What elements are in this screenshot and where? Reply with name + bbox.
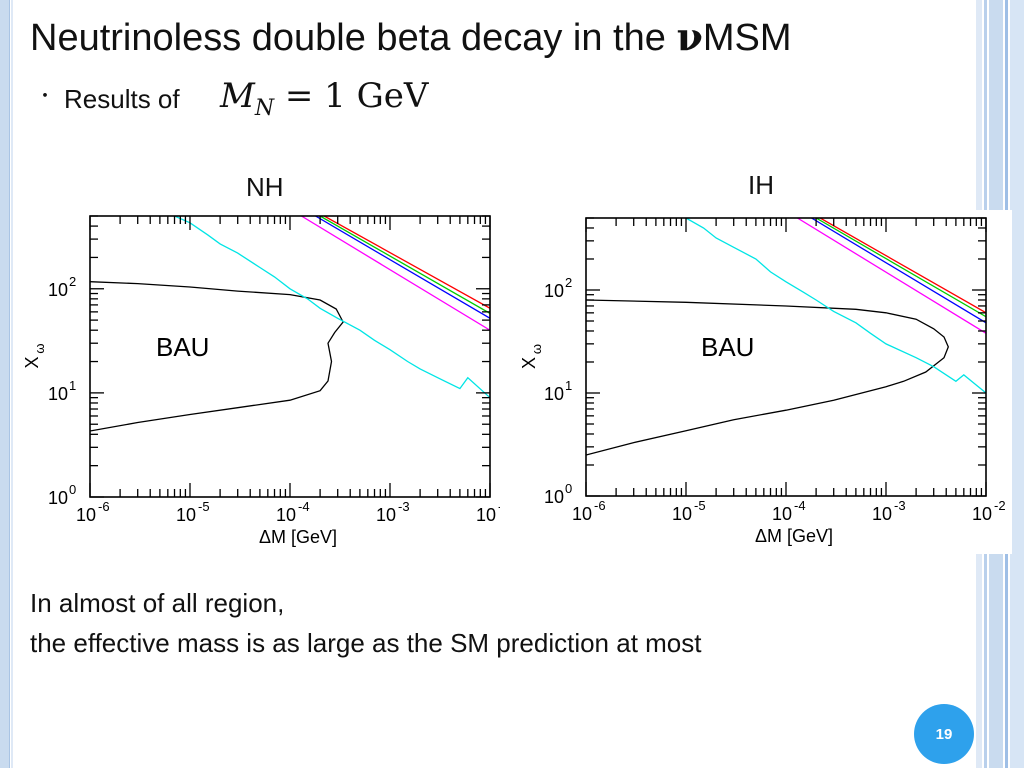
y-tick-exponent: 1 [69, 378, 76, 393]
x-tick-exponent: -5 [694, 498, 706, 513]
bullet-results: ・ Results of [36, 82, 180, 115]
chart-background [515, 210, 1012, 554]
x-tick-label: 10 [672, 504, 692, 524]
bau-annotation: BAU [156, 332, 209, 362]
footer-line-1: In almost of all region, [30, 588, 285, 618]
slide-title: Neutrinoless double beta decay in the νM… [30, 14, 791, 60]
series-line-4 [315, 216, 490, 319]
series-line-2 [323, 216, 490, 309]
panel-label-ih: IH [748, 170, 774, 200]
series-line-1 [174, 216, 490, 399]
x-tick-exponent: -6 [98, 499, 110, 514]
footer-line-2: the effective mass is as large as the SM… [30, 628, 702, 658]
y-axis-label: X [22, 356, 42, 368]
title-main: Neutrinoless double beta decay in the [30, 17, 677, 59]
x-axis-label: ΔM [GeV] [259, 527, 337, 547]
formula-rhs: = 1 GeV [274, 76, 429, 116]
y-tick-exponent: 0 [565, 481, 572, 496]
x-tick-exponent: -6 [594, 498, 606, 513]
x-tick-exponent: -4 [794, 498, 806, 513]
x-tick-exponent: -2 [498, 499, 500, 514]
y-tick-exponent: 2 [69, 274, 76, 289]
series-line-3 [319, 216, 490, 314]
y-tick-label: 10 [544, 384, 564, 404]
series-line-1 [685, 218, 986, 394]
y-tick-exponent: 1 [565, 378, 572, 393]
x-tick-exponent: -3 [398, 499, 410, 514]
y-axis-label-sub: ω [529, 344, 544, 354]
page-number: 19 [935, 725, 953, 743]
x-tick-exponent: -3 [894, 498, 906, 513]
x-tick-exponent: -4 [298, 499, 310, 514]
x-tick-label: 10 [276, 505, 296, 525]
formula-sub: N [254, 95, 275, 121]
x-tick-label: 10 [376, 505, 396, 525]
x-tick-label: 10 [476, 505, 496, 525]
y-tick-exponent: 0 [69, 482, 76, 497]
x-tick-label: 10 [176, 505, 196, 525]
formula-lhs: M [220, 76, 255, 116]
series-line-0 [90, 281, 344, 432]
x-axis-label: ΔM [GeV] [755, 526, 833, 546]
series-line-5 [301, 216, 490, 331]
panel-label-nh: NH [246, 172, 284, 202]
x-tick-exponent: -2 [994, 498, 1006, 513]
bullet-marker: ・ [36, 86, 54, 106]
y-tick-exponent: 2 [565, 275, 572, 290]
y-tick-label: 10 [48, 280, 68, 300]
y-tick-label: 10 [48, 384, 68, 404]
x-tick-label: 10 [872, 504, 892, 524]
series-line-5 [797, 218, 986, 334]
mass-formula: MN = 1 GeV [220, 76, 428, 121]
series-line-0 [586, 299, 950, 456]
y-axis-label-sub: ω [32, 343, 47, 353]
y-tick-label: 10 [48, 488, 68, 508]
series-line-4 [811, 218, 986, 324]
bullet-text: Results of [64, 84, 180, 114]
x-tick-label: 10 [76, 505, 96, 525]
page-number-badge: 19 [914, 704, 974, 764]
left-decoration-bar [0, 0, 10, 768]
y-axis-label: X [519, 357, 539, 369]
chart-ih: 10 -6 10 -5 10 -4 10 -3 10 -210 010 110 2ΔM [GeV]Xω B… [515, 210, 1012, 554]
left-decoration-line [11, 0, 13, 768]
title-tail: MSM [702, 17, 792, 59]
bau-annotation: BAU [701, 332, 754, 362]
x-tick-label: 10 [972, 504, 992, 524]
plot-frame [89, 215, 491, 498]
series-line-2 [819, 218, 986, 314]
y-tick-label: 10 [544, 487, 564, 507]
x-tick-exponent: -5 [198, 499, 210, 514]
x-tick-label: 10 [572, 504, 592, 524]
series-line-3 [815, 218, 986, 318]
title-nu-symbol: ν [676, 14, 703, 59]
y-tick-label: 10 [544, 281, 564, 301]
x-tick-label: 10 [772, 504, 792, 524]
